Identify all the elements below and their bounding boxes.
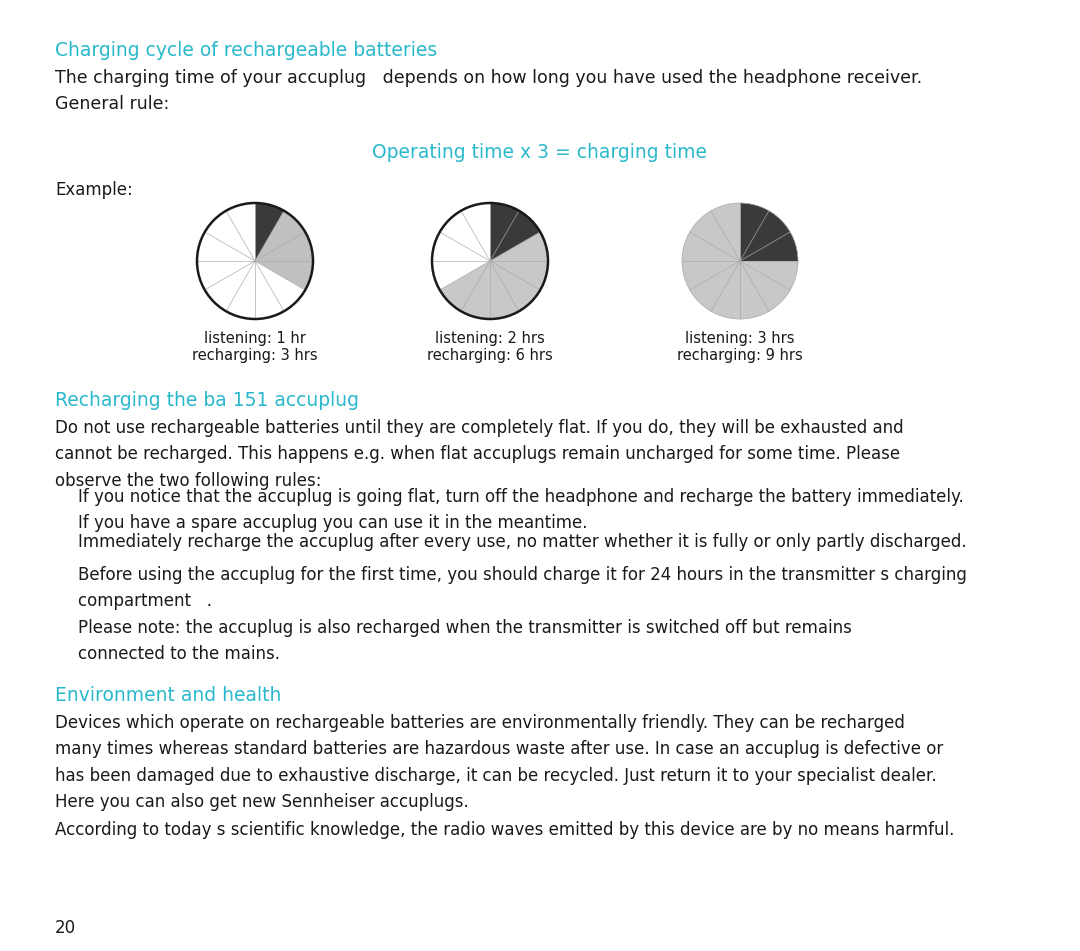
Text: listening: 2 hrs: listening: 2 hrs: [435, 331, 545, 346]
Text: Operating time x 3 = charging time: Operating time x 3 = charging time: [373, 143, 707, 162]
Text: If you notice that the accuplug is going flat, turn off the headphone and rechar: If you notice that the accuplug is going…: [78, 488, 963, 532]
Text: According to today s scientific knowledge, the radio waves emitted by this devic: According to today s scientific knowledg…: [55, 821, 955, 839]
Text: recharging: 6 hrs: recharging: 6 hrs: [427, 348, 553, 363]
Wedge shape: [490, 203, 540, 261]
Text: 20: 20: [55, 919, 76, 937]
Text: recharging: 9 hrs: recharging: 9 hrs: [677, 348, 802, 363]
Text: Do not use rechargeable batteries until they are completely flat. If you do, the: Do not use rechargeable batteries until …: [55, 419, 904, 490]
Text: Immediately recharge the accuplug after every use, no matter whether it is fully: Immediately recharge the accuplug after …: [78, 533, 967, 551]
Wedge shape: [255, 211, 313, 290]
Text: listening: 3 hrs: listening: 3 hrs: [685, 331, 795, 346]
Wedge shape: [740, 203, 798, 261]
Text: Recharging the ba 151 accuplug: Recharging the ba 151 accuplug: [55, 391, 359, 410]
Text: Environment and health: Environment and health: [55, 686, 282, 705]
Text: The charging time of your accuplug   depends on how long you have used the headp: The charging time of your accuplug depen…: [55, 69, 922, 113]
Wedge shape: [255, 203, 284, 261]
Wedge shape: [197, 203, 306, 319]
Text: recharging: 3 hrs: recharging: 3 hrs: [192, 348, 318, 363]
Text: Example:: Example:: [55, 181, 133, 199]
Text: listening: 1 hr: listening: 1 hr: [204, 331, 306, 346]
Text: Devices which operate on rechargeable batteries are environmentally friendly. Th: Devices which operate on rechargeable ba…: [55, 714, 943, 811]
Text: Charging cycle of rechargeable batteries: Charging cycle of rechargeable batteries: [55, 41, 437, 60]
Wedge shape: [432, 203, 490, 290]
Wedge shape: [681, 203, 798, 319]
Wedge shape: [440, 232, 548, 319]
Text: Before using the accuplug for the first time, you should charge it for 24 hours : Before using the accuplug for the first …: [78, 566, 967, 610]
Text: Please note: the accuplug is also recharged when the transmitter is switched off: Please note: the accuplug is also rechar…: [78, 619, 852, 663]
